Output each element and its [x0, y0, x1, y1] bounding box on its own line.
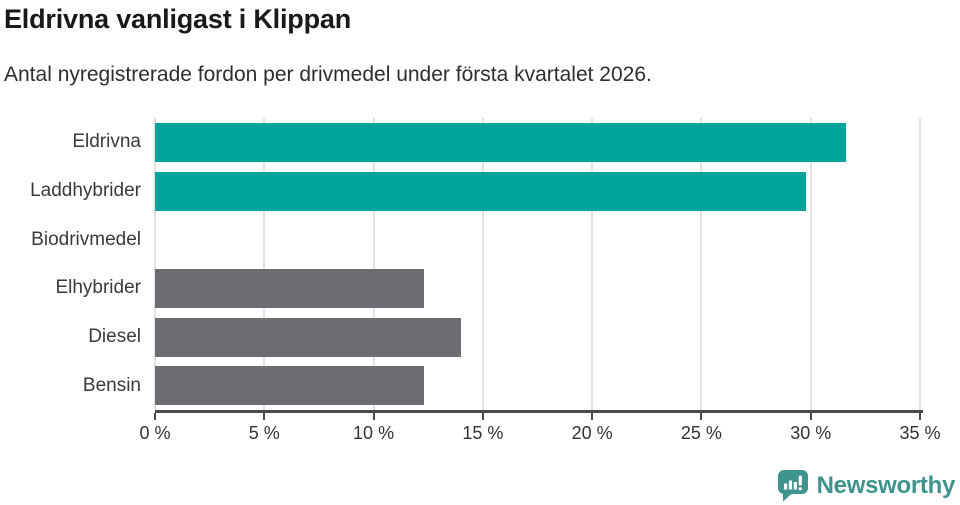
gridline — [372, 118, 375, 410]
newsworthy-speech-bubble-bar-chart-icon — [777, 470, 808, 502]
bar-bensin — [155, 366, 424, 406]
gridline — [919, 118, 921, 410]
gridline — [591, 118, 594, 410]
axis-tick — [372, 413, 375, 420]
category-label-bensin: Bensin — [82, 374, 141, 396]
axis-tick-label: 0 % — [139, 423, 171, 443]
category-axis: Eldrivna Laddhybrider Biodrivmedel Elhybrid… — [0, 118, 141, 410]
axis-tick-label: 15 % — [462, 423, 504, 443]
newsworthy-logo: Newsworthy — [776, 469, 955, 502]
gridline — [263, 118, 266, 410]
category-label-biodrivmedel: Biodrivmedel — [31, 228, 141, 250]
axis-tick-label: 5 % — [248, 423, 280, 443]
bar-eldrivna — [155, 122, 846, 162]
category-label-laddhybrider: Laddhybrider — [30, 179, 141, 201]
bar-laddhybrider — [155, 171, 807, 211]
axis-tick-label: 20 % — [571, 423, 613, 443]
axis-tick-label: 10 % — [353, 423, 395, 443]
axis-tick — [809, 413, 812, 420]
gridline — [154, 118, 156, 410]
axis-tick — [591, 413, 594, 420]
gridline — [700, 118, 703, 410]
category-label-elhybrider: Elhybrider — [55, 277, 141, 299]
category-label-eldrivna: Eldrivna — [72, 131, 141, 153]
axis-tick — [154, 413, 156, 420]
x-axis-line — [155, 410, 923, 413]
brand-name: Newsworthy — [816, 471, 956, 499]
axis-tick — [919, 413, 921, 420]
axis-tick — [263, 413, 266, 420]
bar-diesel — [155, 317, 461, 357]
gridline — [481, 118, 484, 410]
axis-tick — [481, 413, 484, 420]
plot-area — [154, 118, 921, 410]
axis-tick-label: 35 % — [899, 423, 941, 443]
axis-tick — [700, 413, 703, 420]
axis-tick-label: 25 % — [680, 423, 722, 443]
x-axis: 0 % 5 % 10 % 15 % 20 % 25 % 30 % 35 % — [139, 410, 941, 450]
category-label-diesel: Diesel — [88, 325, 141, 347]
gridline — [809, 118, 812, 410]
chart-subtitle: Antal nyregistrerade fordon per drivmede… — [4, 63, 652, 86]
axis-tick-label: 30 % — [790, 423, 832, 443]
chart-title: Eldrivna vanligast i Klippan — [4, 4, 351, 34]
bar-elhybrider — [155, 268, 424, 308]
